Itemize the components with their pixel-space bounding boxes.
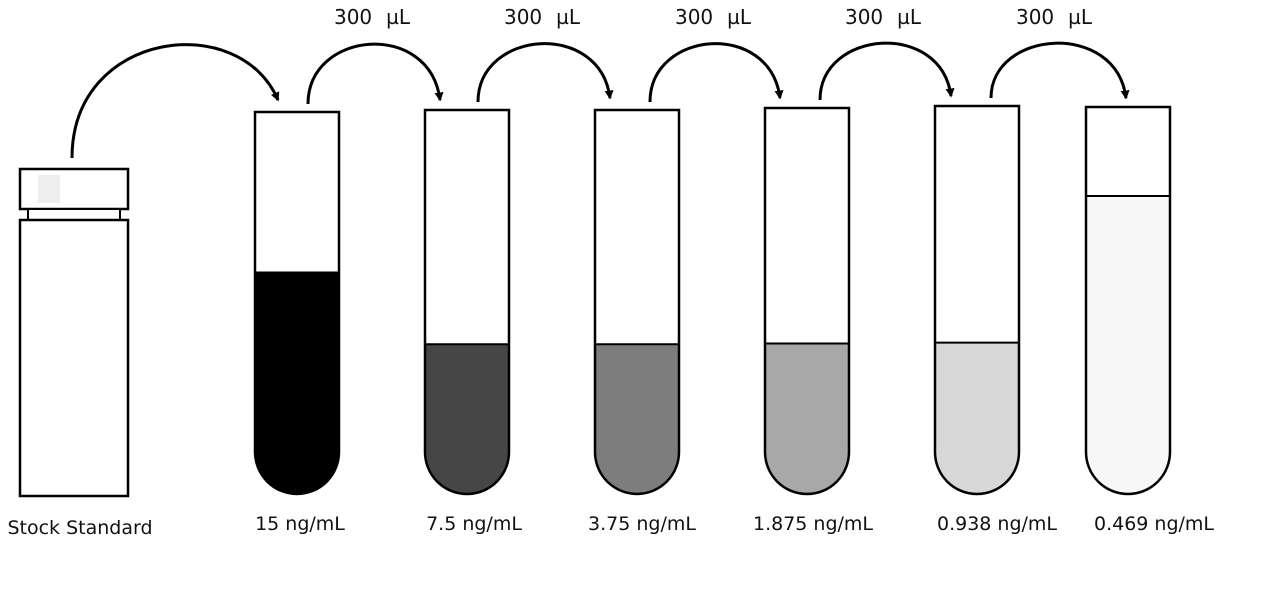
transfer-volume-value: 300	[1016, 5, 1054, 29]
concentration-label: 1.875 ng/mL	[753, 513, 873, 535]
concentration-label: 7.5 ng/mL	[426, 513, 522, 535]
transfer-1: 300 µL	[306, 5, 444, 105]
transfer-volume-value: 300	[675, 5, 713, 29]
transfer-volume-label: 300 µL	[334, 5, 411, 29]
tube-2: 7.5 ng/mL	[423, 108, 522, 535]
tubes-group: 15 ng/mL 7.5 ng/mL 3.75 ng/mL 1.875 ng/mL 0.…	[253, 104, 1214, 535]
tube-liquid	[935, 342, 1019, 494]
stock-vial	[18, 167, 130, 498]
tube-outline	[933, 104, 1021, 496]
tube-outline	[763, 106, 851, 496]
tube-outline	[423, 108, 511, 496]
stock-transfer-arrow	[70, 43, 280, 159]
transfer-volume-label: 300 µL	[845, 5, 922, 29]
concentration-label: 3.75 ng/mL	[588, 513, 696, 535]
transfer-volume-label: 300 µL	[504, 5, 581, 29]
tube-6: 0.469 ng/mL	[1084, 105, 1214, 535]
transfer-volume-value: 300	[504, 5, 542, 29]
transfer-arrow	[818, 41, 955, 101]
transfer-volume-unit: µL	[897, 5, 922, 29]
transfer-volume-unit: µL	[1068, 5, 1093, 29]
concentration-label: 15 ng/mL	[255, 513, 345, 535]
transfer-volume-unit: µL	[727, 5, 752, 29]
tube-liquid	[255, 272, 339, 494]
transfer-3: 300 µL	[648, 5, 784, 103]
tube-1: 15 ng/mL	[253, 110, 345, 535]
transfer-2: 300 µL	[476, 5, 614, 103]
transfer-volume-unit: µL	[386, 5, 411, 29]
tube-3: 3.75 ng/mL	[588, 108, 696, 535]
transfer-volume-value: 300	[845, 5, 883, 29]
tube-liquid	[765, 343, 849, 494]
transfer-arrow	[648, 42, 784, 103]
stock-standard-label: Stock Standard	[7, 517, 152, 539]
tube-liquid	[1086, 196, 1170, 494]
transfer-arrow	[476, 42, 614, 103]
transfer-arrows-group: 300 µL 300 µL 300 µL 300 µL 300 µL	[306, 5, 1130, 105]
tube-liquid	[595, 344, 679, 494]
transfer-arrow	[989, 41, 1130, 100]
tube-4: 1.875 ng/mL	[753, 106, 873, 535]
concentration-label: 0.938 ng/mL	[937, 513, 1057, 535]
tube-liquid	[425, 344, 509, 494]
transfer-volume-label: 300 µL	[1016, 5, 1093, 29]
transfer-5: 300 µL	[989, 5, 1130, 100]
transfer-volume-unit: µL	[556, 5, 581, 29]
concentration-label: 0.469 ng/mL	[1094, 513, 1214, 535]
transfer-volume-value: 300	[334, 5, 372, 29]
tube-outline	[1084, 105, 1172, 496]
transfer-4: 300 µL	[818, 5, 955, 101]
transfer-volume-label: 300 µL	[675, 5, 752, 29]
transfer-arrow	[306, 42, 444, 105]
tube-outline	[593, 108, 681, 496]
tube-5: 0.938 ng/mL	[933, 104, 1057, 535]
tube-outline	[253, 110, 341, 496]
